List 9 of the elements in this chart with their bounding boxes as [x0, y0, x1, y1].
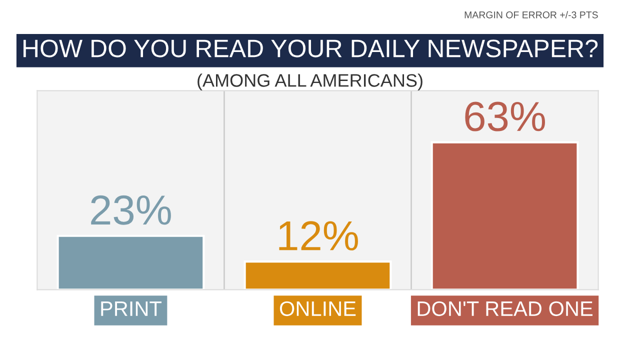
data-label: 12% — [279, 221, 358, 250]
data-label: 23% — [91, 195, 171, 225]
x-tick-label: ONLINE — [280, 301, 356, 316]
data-label: 63% — [465, 102, 545, 132]
chart-subtitle: (AMONG ALL AMERICANS) — [198, 74, 422, 90]
text: MARGIN OF ERROR +/-3 PTS — [464, 11, 598, 18]
chart-title: HOW DO YOU READ YOUR DAILY NEWSPAPER? — [24, 40, 598, 58]
x-tick-label: PRINT — [101, 302, 162, 316]
x-tick-label: DON'T READ ONE — [418, 301, 593, 316]
